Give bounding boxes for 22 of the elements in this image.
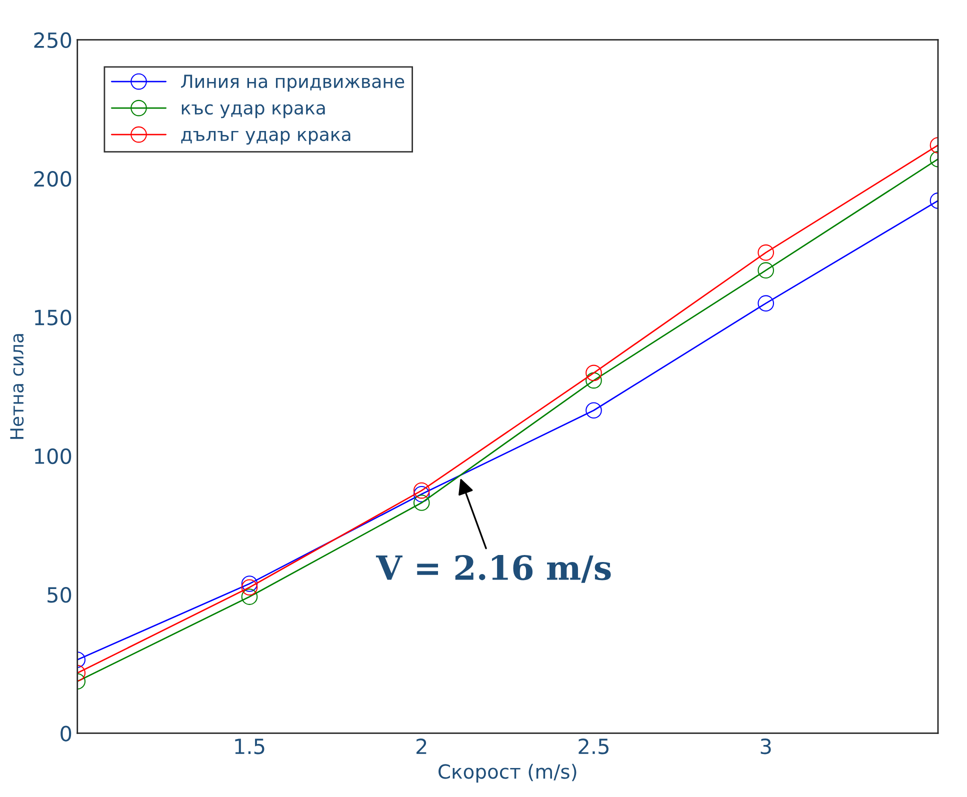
y-tick-label: 150 [35,310,72,326]
x-tick-label: 1.5 [235,738,264,754]
y-tick-label: 250 [34,32,72,48]
y-tick-label: 200 [34,170,72,187]
point [413,482,430,499]
y-tick-label: 0 [60,726,72,742]
legend-label: дълъг удар крака [181,130,350,145]
x-tick-label: 3 [760,738,771,754]
point [586,364,602,382]
legend-label: Линия на придвижване [181,74,404,92]
x-tick-label: 2.5 [578,738,608,754]
point [413,486,430,502]
point [586,402,602,419]
y-axis-title: Нетна сила [10,334,24,439]
y-tick-label: 100 [35,448,72,464]
point [413,494,430,511]
y-tick-label: 50 [48,587,72,603]
x-axis-title: Скорост (m/s) [438,764,576,783]
x-tick-label: 2 [416,738,426,754]
annotation: V = 2.16 m/s [376,555,611,583]
point [586,372,602,389]
legend-label: къс удар крака [182,104,325,118]
